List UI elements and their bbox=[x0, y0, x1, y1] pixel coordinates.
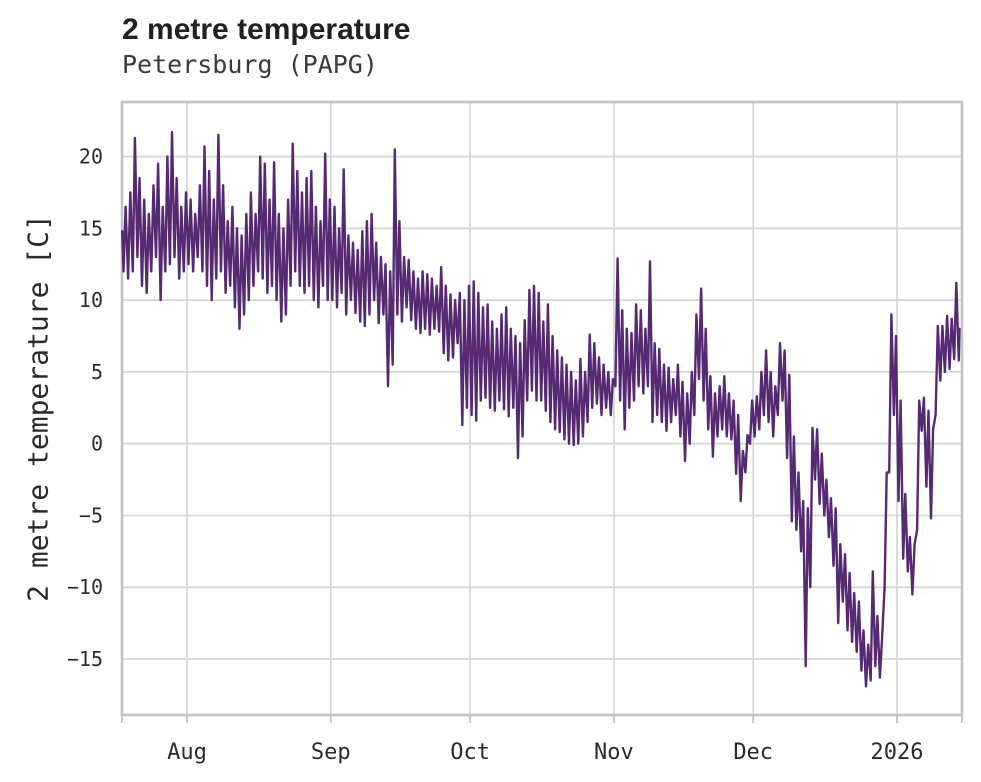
x-tick-label: Nov bbox=[594, 740, 634, 765]
x-tick-label: Oct bbox=[450, 740, 490, 765]
x-tick-label: Sep bbox=[311, 740, 351, 765]
temperature-series-path bbox=[121, 130, 961, 688]
station-subtitle: Petersburg (PAPG) bbox=[122, 50, 378, 79]
page-title: 2 metre temperature bbox=[122, 13, 411, 46]
y-tick-label: 10 bbox=[79, 288, 103, 312]
plot-background bbox=[122, 102, 962, 715]
y-tick-label: −15 bbox=[67, 647, 103, 671]
y-tick-label: 5 bbox=[91, 360, 103, 384]
y-tick-label: 0 bbox=[91, 432, 103, 456]
axis-border bbox=[120, 100, 964, 717]
y-tick-label: −10 bbox=[67, 575, 103, 599]
y-tick-label: −5 bbox=[79, 504, 103, 528]
x-tick-label: 2026 bbox=[871, 740, 924, 765]
x-tick-label: Dec bbox=[733, 740, 773, 765]
x-tick-label: Aug bbox=[167, 740, 207, 765]
y-tick-label: 15 bbox=[79, 216, 103, 240]
y-tick-label: 20 bbox=[79, 145, 103, 169]
